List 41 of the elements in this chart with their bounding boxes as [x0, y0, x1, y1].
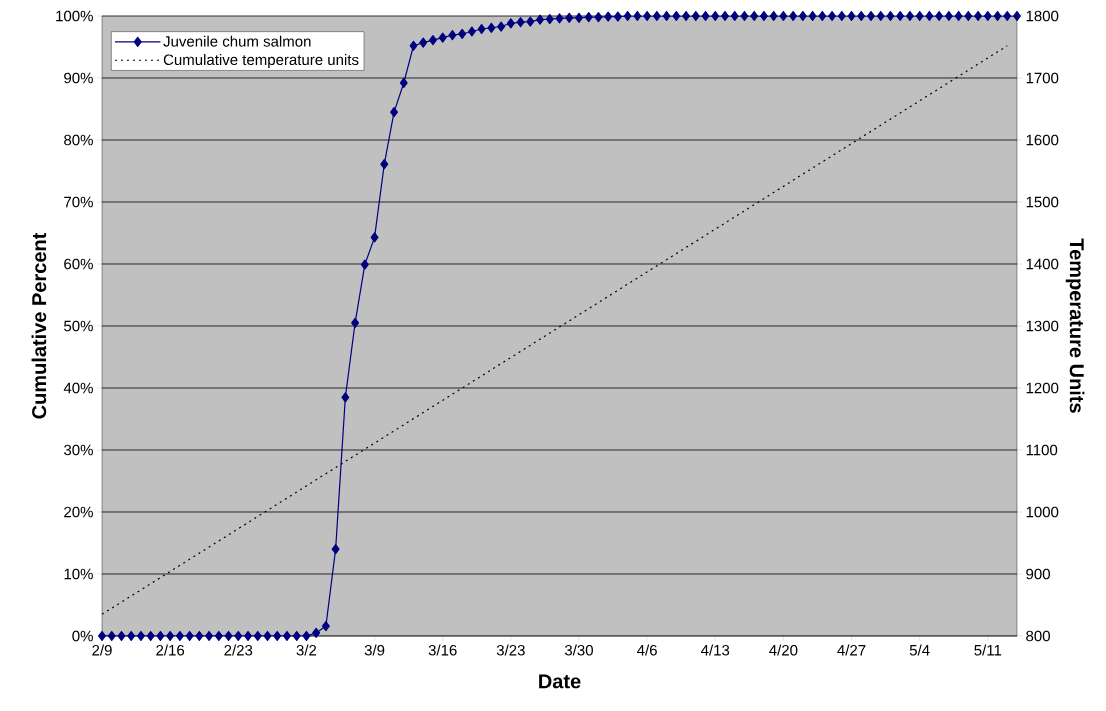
y-tick-label: 0%: [72, 630, 93, 642]
y2-tick-label: 1600: [1026, 134, 1059, 146]
x-tick-label: 3/2: [296, 644, 317, 656]
x-tick-label: 4/6: [637, 644, 657, 656]
y-tick-label: 100%: [56, 10, 93, 22]
y2-tick-label: 1100: [1026, 444, 1058, 456]
y-tick-label: 90%: [64, 72, 93, 84]
y2-tick-label: 900: [1026, 568, 1050, 580]
y2-tick-label: 800: [1026, 630, 1050, 642]
x-tick-label: 4/20: [769, 644, 798, 656]
y-tick-label: 20%: [64, 506, 93, 518]
x-tick-label: 4/27: [837, 644, 866, 656]
x-axis-title: Date: [539, 674, 581, 689]
x-tick-label: 3/16: [428, 644, 457, 656]
y-tick-label: 70%: [64, 196, 93, 208]
y-tick-label: 30%: [64, 444, 93, 456]
y-tick-label: 50%: [64, 320, 93, 332]
y2-tick-label: 1500: [1026, 196, 1059, 208]
y2-tick-label: 1300: [1026, 320, 1059, 332]
y-tick-label: 10%: [64, 568, 93, 580]
x-tick-label: 5/4: [909, 644, 930, 656]
legend-label: Juvenile chum salmon: [163, 35, 311, 47]
y2-tick-label: 1200: [1026, 382, 1059, 394]
y-tick-label: 60%: [64, 258, 93, 270]
y-axis-title: Cumulative Percent: [31, 232, 47, 419]
x-tick-label: 5/11: [974, 644, 1002, 656]
y-tick-label: 80%: [64, 134, 93, 146]
y2-tick-label: 1400: [1026, 258, 1059, 270]
y2-axis-title: Temperature Units: [1065, 238, 1085, 413]
y2-tick-label: 1800: [1026, 10, 1059, 22]
y2-tick-label: 1000: [1026, 506, 1059, 518]
y-tick-label: 40%: [63, 382, 93, 394]
y2-tick-label: 1700: [1026, 72, 1059, 84]
x-tick-label: 2/9: [92, 644, 112, 656]
x-tick-label: 4/13: [701, 644, 730, 656]
x-tick-label: 2/23: [224, 644, 253, 656]
x-tick-label: 3/9: [364, 644, 385, 656]
x-tick-label: 3/30: [564, 644, 593, 656]
legend-label: Cumulative temperature units: [163, 54, 359, 69]
x-tick-label: 2/16: [156, 644, 185, 656]
x-tick-label: 3/23: [496, 644, 525, 656]
